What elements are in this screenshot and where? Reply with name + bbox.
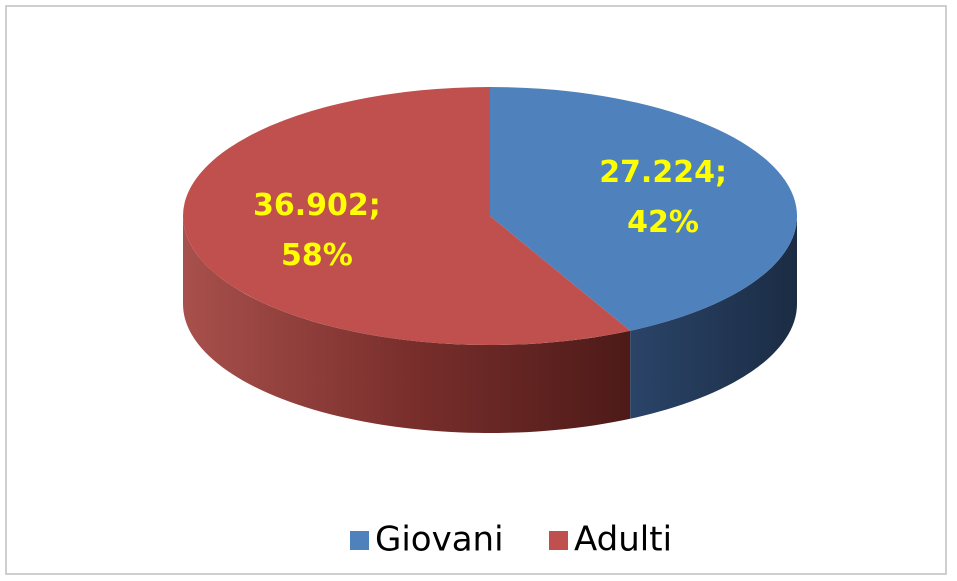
data-label: 27.224; [599,155,727,190]
legend-label: Giovani [375,520,504,560]
legend-label: Adulti [574,520,672,560]
pie-slice [182,87,631,345]
pie-slice-side [183,216,631,434]
data-label: 42% [627,205,699,240]
legend-swatch [549,531,568,550]
data-label: 58% [281,238,353,273]
legend-swatch [350,531,369,550]
data-label: 36.902; [253,188,381,223]
pie-slice [490,87,797,331]
pie-slice-side [630,216,797,419]
